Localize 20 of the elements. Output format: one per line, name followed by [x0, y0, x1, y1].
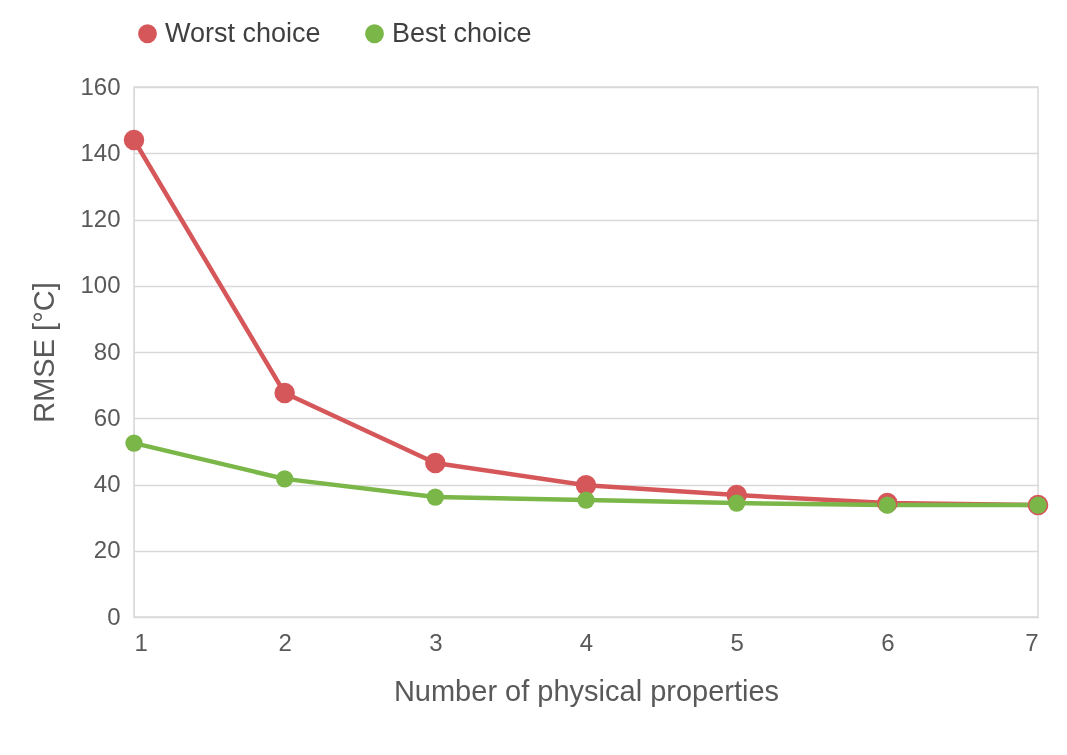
- y-tick-label: 0: [107, 602, 121, 630]
- y-tick-label: 40: [93, 470, 121, 497]
- y-tick-label: 20: [93, 536, 121, 564]
- x-axis-title: Number of physical properties: [393, 674, 780, 707]
- y-axis-title: RMSE [°C]: [28, 282, 61, 423]
- y-tick-label: 100: [80, 271, 121, 299]
- legend-label: Best choice: [392, 17, 532, 48]
- y-tick-label: 80: [93, 337, 121, 365]
- y-tick-label: 140: [80, 138, 121, 166]
- x-tick-label: 6: [881, 628, 895, 656]
- x-tick-label: 2: [278, 628, 292, 656]
- y-tick-label: 120: [80, 205, 121, 232]
- y-tick-label: 160: [80, 72, 121, 100]
- x-tick-label: 4: [579, 628, 594, 656]
- x-tick-label: 1: [134, 628, 148, 656]
- legend-label: Worst choice: [165, 17, 321, 48]
- x-tick-label: 7: [1025, 628, 1039, 656]
- y-tick-label: 60: [93, 403, 121, 431]
- x-tick-label: 3: [429, 628, 443, 656]
- x-tick-label: 5: [730, 628, 744, 656]
